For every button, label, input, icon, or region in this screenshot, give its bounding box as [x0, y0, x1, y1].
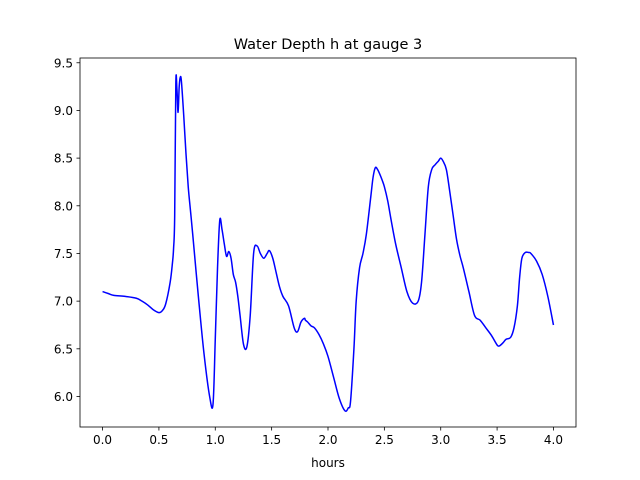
series-line [102, 74, 555, 412]
x-axis: 0.0 0.5 1.0 1.5 2.0 2.5 3.0 3.5 4.0 [93, 427, 563, 447]
x-axis-label: hours [311, 456, 345, 470]
x-tick-label: 2.0 [318, 433, 337, 447]
x-tick-label: 2.5 [375, 433, 394, 447]
y-tick-label: 6.5 [54, 342, 73, 356]
y-tick-label: 9.0 [54, 104, 73, 118]
x-tick-label: 3.5 [488, 433, 507, 447]
chart-title: Water Depth h at gauge 3 [234, 37, 422, 53]
plot-area [80, 58, 576, 427]
y-tick-label: 7.0 [54, 295, 73, 309]
y-tick-label: 7.5 [54, 247, 73, 261]
y-axis: 6.0 6.5 7.0 7.5 8.0 8.5 9.0 9.5 [54, 56, 80, 404]
y-tick-label: 8.5 [54, 152, 73, 166]
x-tick-label: 0.0 [93, 433, 112, 447]
x-tick-label: 4.0 [544, 433, 563, 447]
x-tick-label: 3.0 [431, 433, 450, 447]
y-tick-label: 6.0 [54, 390, 73, 404]
y-tick-label: 8.0 [54, 199, 73, 213]
y-tick-label: 9.5 [54, 56, 73, 70]
plot-frame [79, 57, 577, 428]
x-tick-label: 1.0 [206, 433, 225, 447]
x-tick-label: 1.5 [262, 433, 281, 447]
x-tick-label: 0.5 [149, 433, 168, 447]
